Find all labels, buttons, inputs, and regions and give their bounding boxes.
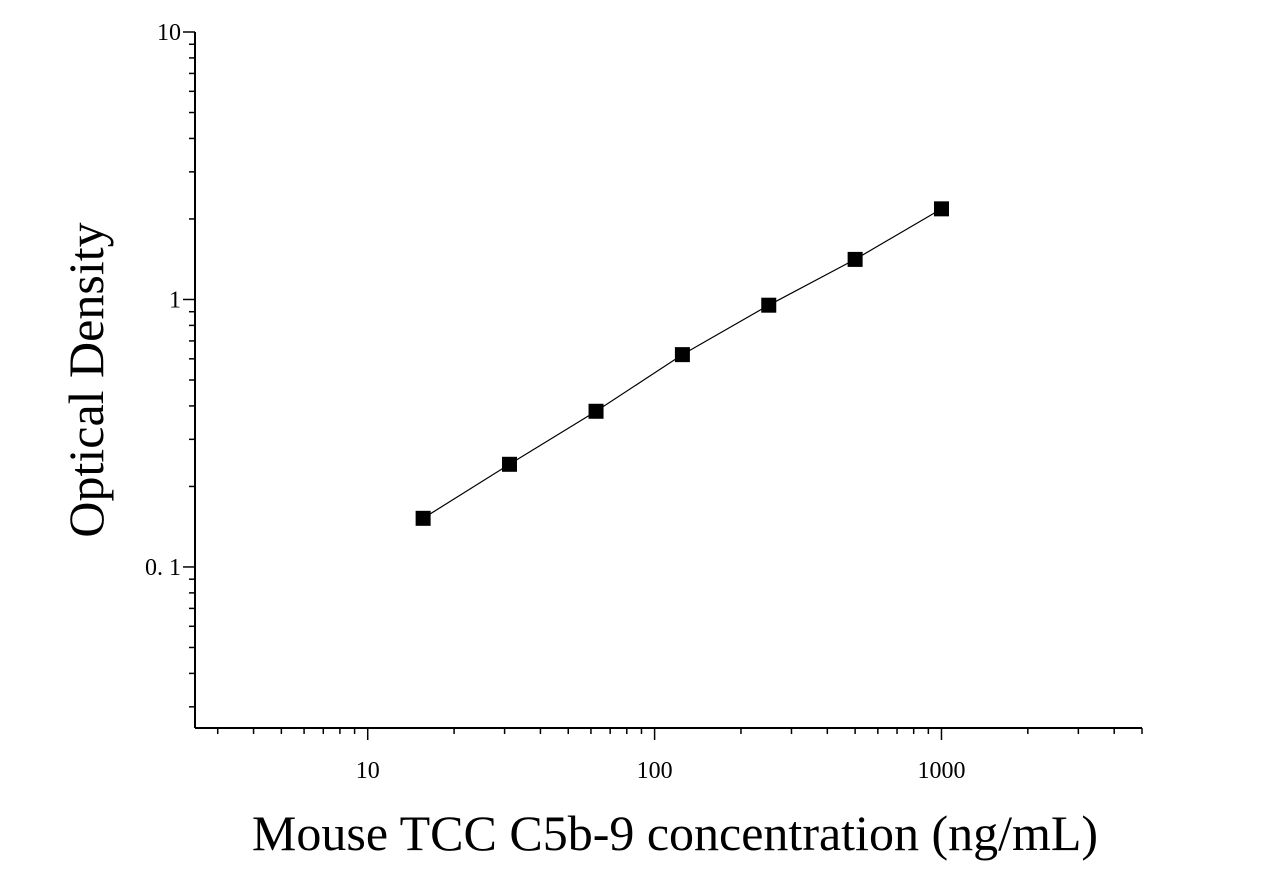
data-point-marker [415, 510, 431, 526]
x-tick-label: 10 [356, 758, 380, 784]
y-tick-label: 1 [169, 287, 181, 313]
y-tick-label: 0. 1 [145, 555, 181, 581]
axes [194, 32, 1142, 729]
data-point-marker [933, 201, 949, 217]
x-tick-label: 1000 [917, 758, 965, 784]
y-axis-title: Optical Density [58, 222, 114, 537]
data-point-marker [501, 456, 517, 472]
x-axis-title: Mouse TCC C5b-9 concentration (ng/mL) [252, 805, 1098, 861]
x-tick-label: 100 [637, 758, 673, 784]
x-axis-ticks: 10 100 1000 [216, 728, 1143, 784]
data-point-marker [761, 297, 777, 313]
y-tick-label: 10 [157, 20, 181, 46]
data-point-marker [847, 251, 863, 267]
plot-series [415, 201, 949, 526]
data-point-marker [588, 403, 604, 419]
data-point-marker [674, 347, 690, 363]
y-axis-ticks: 10 1 0. 1 [145, 20, 195, 708]
series-line [422, 208, 942, 519]
